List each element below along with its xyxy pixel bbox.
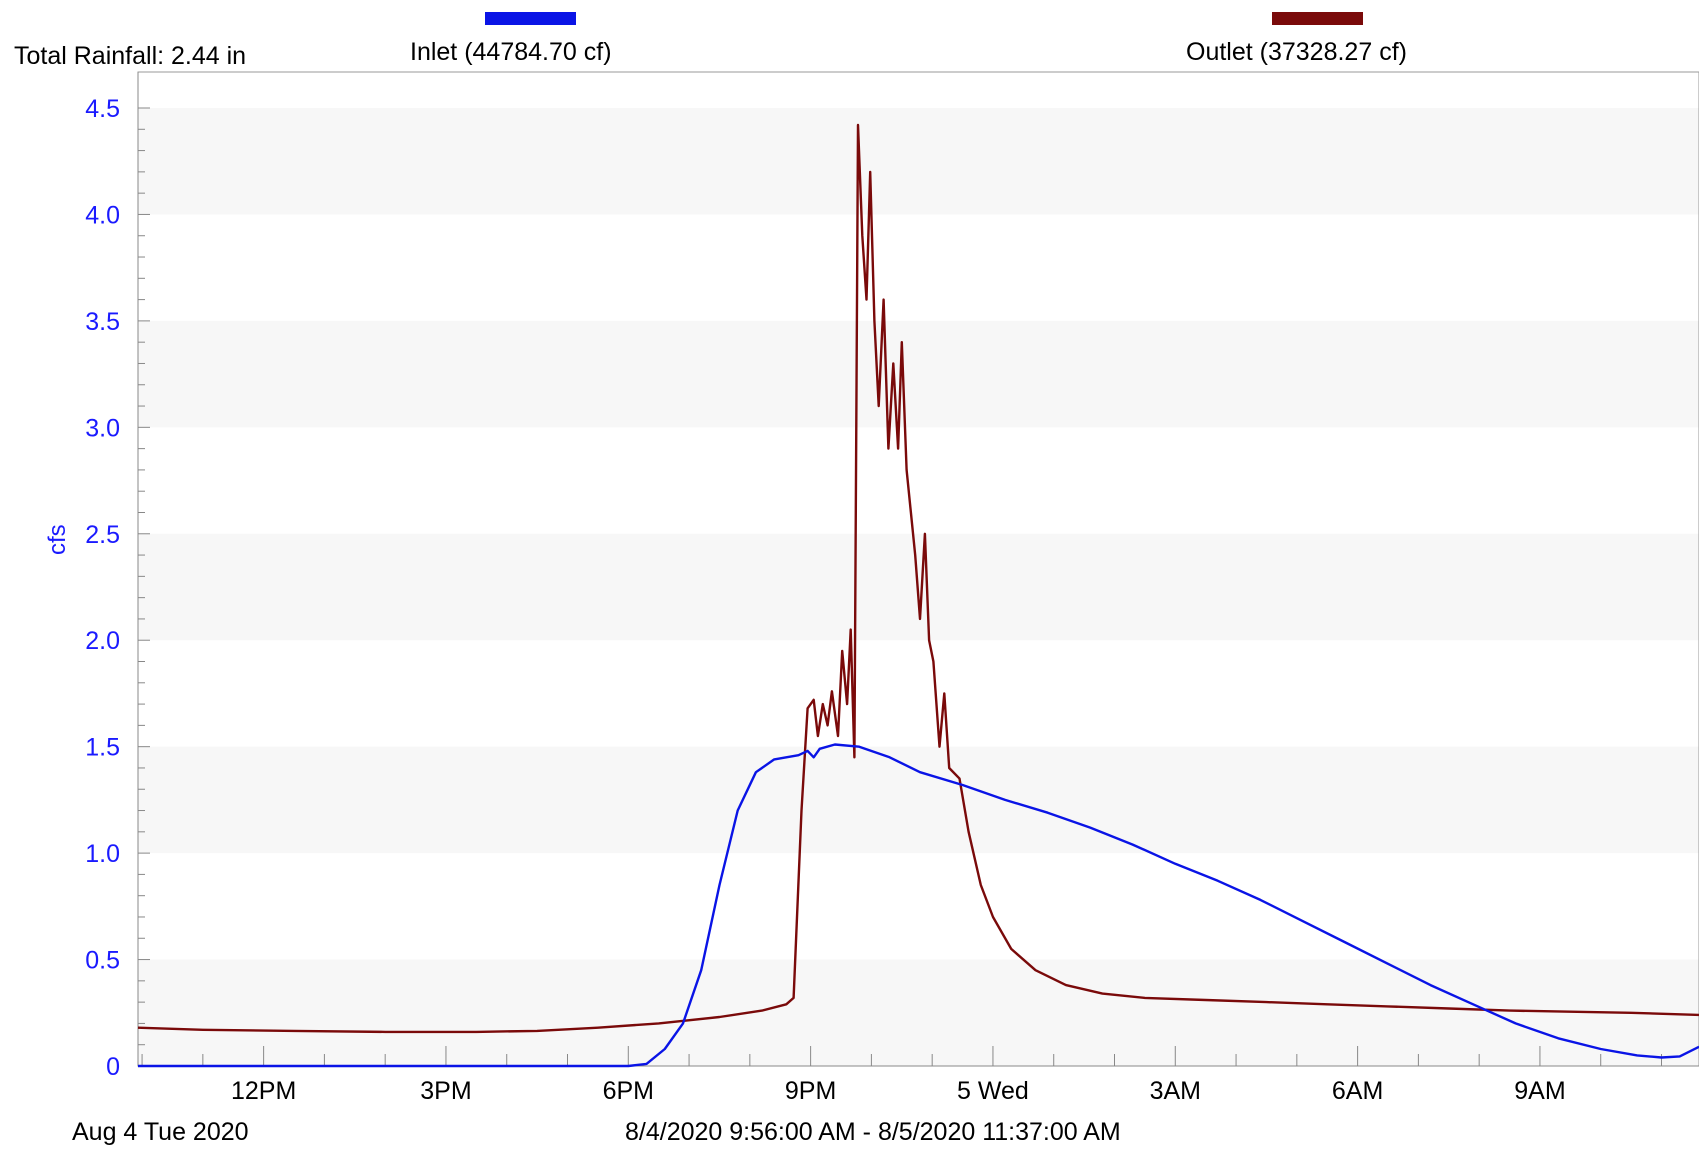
- footer-date-range: 8/4/2020 9:56:00 AM - 8/5/2020 11:37:00 …: [625, 1118, 1121, 1146]
- grid-band: [138, 746, 1699, 854]
- y-tick-label: 4.5: [85, 95, 120, 123]
- grid-band: [138, 108, 1699, 215]
- y-tick-label: 1.5: [85, 734, 120, 762]
- x-tick-label: 9PM: [785, 1077, 836, 1105]
- legend-label-inlet: Inlet (44784.70 cf): [410, 38, 612, 66]
- footer-start-date: Aug 4 Tue 2020: [72, 1118, 249, 1146]
- x-tick-label: 5 Wed: [957, 1077, 1029, 1105]
- legend-label-outlet: Outlet (37328.27 cf): [1186, 38, 1407, 66]
- series-line-inlet: [138, 743, 1699, 1068]
- series-line-outlet: [137, 123, 1699, 1034]
- grid-bands: [138, 108, 1699, 1066]
- y-tick-label: 2.0: [85, 627, 120, 655]
- y-tick-label: 2.5: [85, 521, 120, 549]
- y-tick-label: 1.0: [85, 840, 120, 868]
- x-tick-label: 12PM: [231, 1077, 296, 1105]
- y-tick-label: 0.5: [85, 947, 120, 975]
- x-tick-label: 6AM: [1332, 1077, 1383, 1105]
- legend-swatch-outlet: [1272, 12, 1363, 25]
- y-tick-label: 3.5: [85, 308, 120, 336]
- series-layer: [137, 123, 1699, 1068]
- grid-band: [138, 320, 1699, 428]
- y-axis: 0 0.5 1.0 1.5 2.0 2.5 3.0 3.5 4.0 4.5: [85, 72, 150, 1081]
- x-tick-label: 3PM: [420, 1077, 471, 1105]
- y-axis-title: cfs: [44, 524, 71, 555]
- y-tick-label: 4.0: [85, 201, 120, 229]
- y-tick-label: 3.0: [85, 414, 120, 442]
- x-tick-label: 3AM: [1150, 1077, 1201, 1105]
- x-tick-label: 6PM: [603, 1077, 654, 1105]
- total-rainfall-label: Total Rainfall: 2.44 in: [14, 42, 247, 70]
- y-tick-label: 0: [106, 1053, 120, 1081]
- grid-band: [138, 959, 1699, 1066]
- x-tick-label: 9AM: [1514, 1077, 1565, 1105]
- legend-swatch-inlet: [485, 12, 576, 25]
